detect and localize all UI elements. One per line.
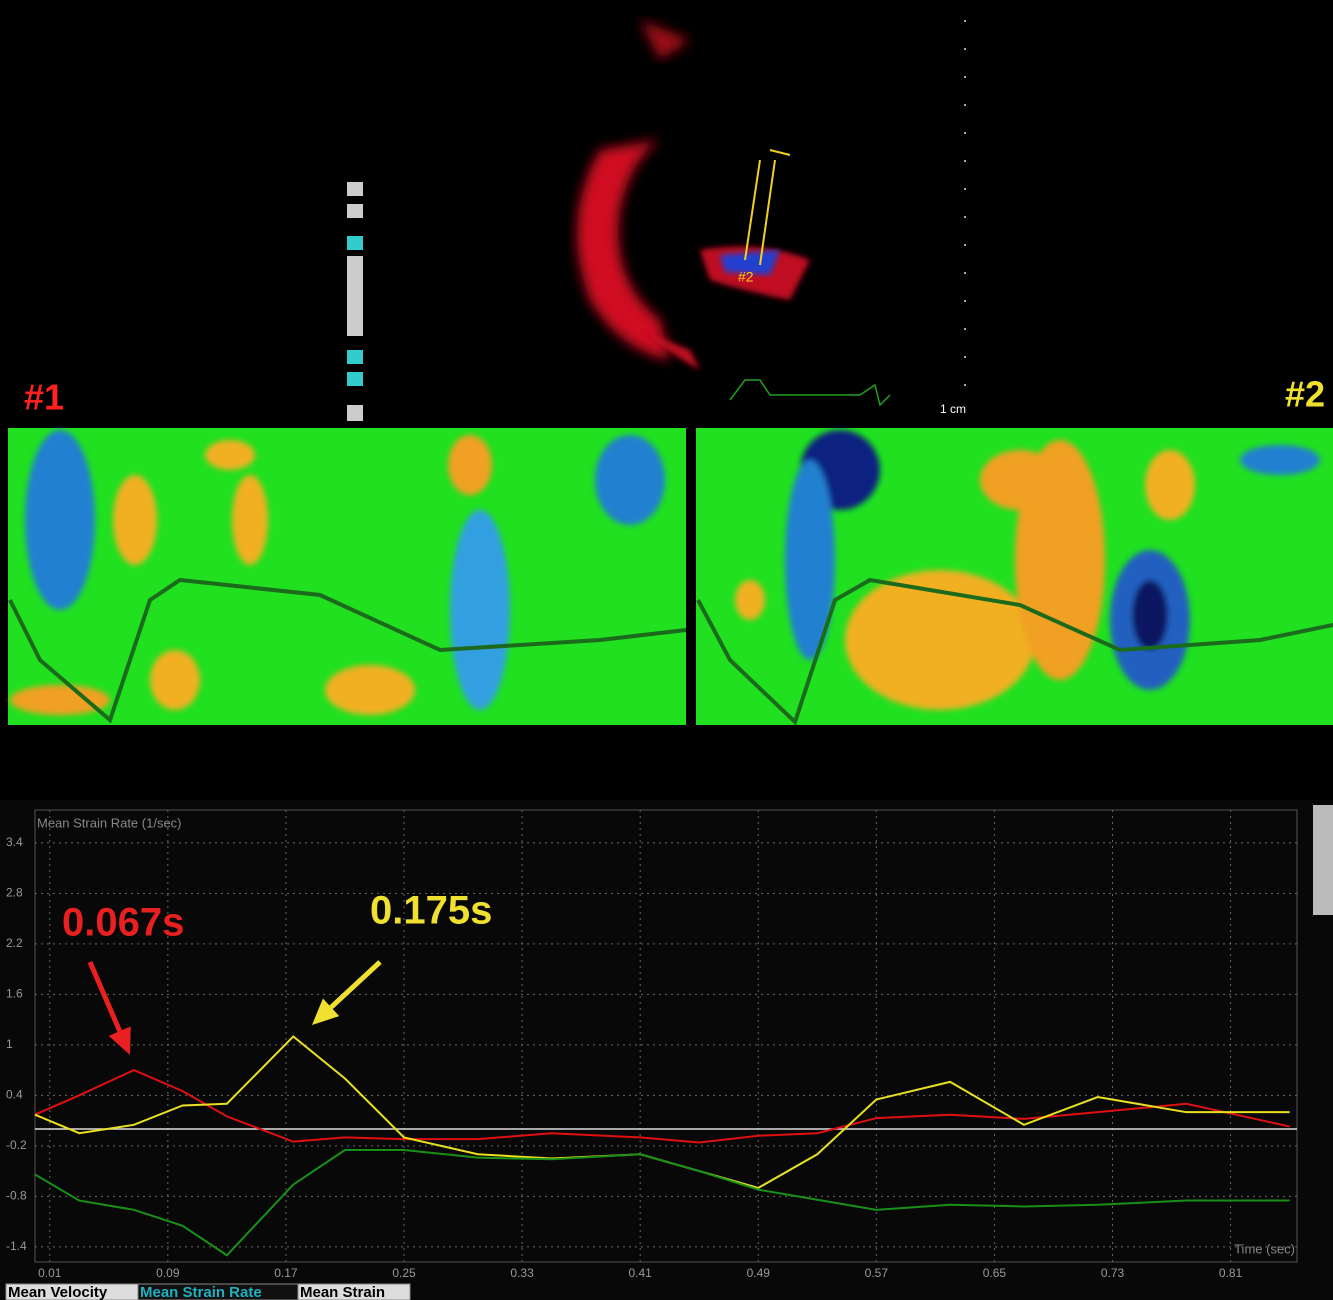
- region-marker: #2: [738, 269, 754, 285]
- y-tick-label: -1.4: [6, 1239, 27, 1253]
- tab[interactable]: [297, 1283, 411, 1300]
- x-tick-label: 0.09: [156, 1266, 180, 1280]
- scale-label: 1 cm: [940, 402, 966, 416]
- ultrasound-image: #2 1 cm: [347, 20, 966, 421]
- x-tick-label: 0.41: [628, 1266, 652, 1280]
- annotation: 0.175s: [370, 889, 492, 933]
- y-tick-label: 2.8: [6, 886, 23, 900]
- x-tick-label: 0.81: [1219, 1266, 1243, 1280]
- y-tick-label: 1: [6, 1037, 13, 1051]
- annotation-arrow: [87, 961, 123, 1033]
- tab-label[interactable]: Mean Velocity: [8, 1284, 108, 1300]
- segment-label: #2: [1285, 374, 1325, 415]
- x-tick-label: 0.73: [1101, 1266, 1125, 1280]
- tab-label[interactable]: Mean Strain: [300, 1284, 385, 1300]
- y-tick-label: 2.2: [6, 936, 23, 950]
- x-tick-label: 0.33: [510, 1266, 534, 1280]
- plot-frame: [34, 809, 1298, 1263]
- annotation-arrowhead: [312, 998, 340, 1025]
- x-tick-label: 0.57: [865, 1266, 889, 1280]
- y-tick-label: -0.2: [6, 1138, 27, 1152]
- mmode-panel: [8, 428, 687, 725]
- chart-toolbar: [1313, 805, 1333, 915]
- chart-title: Mean Strain Rate (1/sec): [37, 815, 182, 830]
- tab-bar: Mean Velocity Mean Strain Rate Mean Strain: [5, 1283, 411, 1300]
- series-line: [34, 1149, 1290, 1257]
- y-tick-label: 3.4: [6, 835, 23, 849]
- x-tick-label: 0.01: [38, 1266, 62, 1280]
- x-tick-label: 0.25: [392, 1266, 416, 1280]
- segment-label: #1: [24, 377, 64, 418]
- toolbar-icons: [347, 182, 363, 421]
- y-tick-label: 1.6: [6, 987, 23, 1001]
- annotation-arrow: [329, 960, 382, 1010]
- y-tick-label: -0.8: [6, 1189, 27, 1203]
- x-tick-label: 0.65: [983, 1266, 1007, 1280]
- annotation: 0.067s: [62, 901, 184, 945]
- y-tick-label: 0.4: [6, 1088, 23, 1102]
- plot: Mean Strain Rate (1/sec) Time (sec) 3.4 2.8…: [6, 809, 1298, 1280]
- x-tick-label: 0.17: [274, 1266, 298, 1280]
- chart-area: [0, 800, 1333, 1300]
- mmode-panel: [696, 428, 1333, 726]
- annotation-arrowhead: [108, 1026, 131, 1055]
- x-tick-label: 0.49: [747, 1266, 771, 1280]
- tab-label[interactable]: Mean Strain Rate: [140, 1284, 262, 1300]
- x-axis-label: Time (sec): [1234, 1241, 1295, 1256]
